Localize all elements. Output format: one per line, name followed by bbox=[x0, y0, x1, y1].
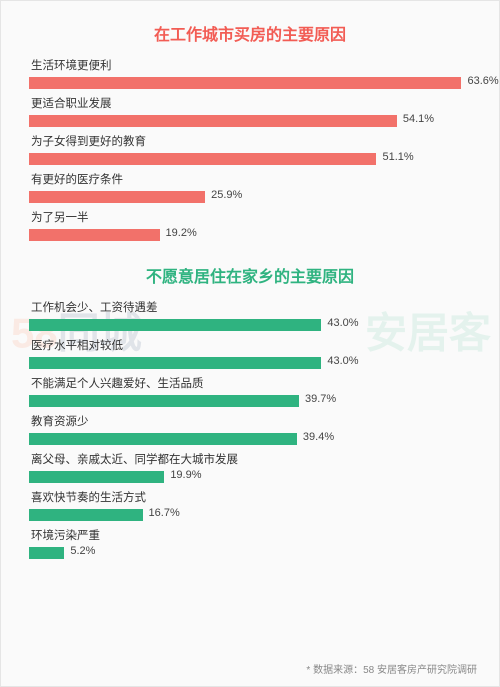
bar-label: 更适合职业发展 bbox=[29, 95, 471, 111]
bar-fill bbox=[29, 229, 160, 241]
bar-track: 39.4% bbox=[29, 433, 471, 445]
bar-value: 43.0% bbox=[327, 317, 358, 329]
bar-fill bbox=[29, 471, 164, 483]
bar-value: 54.1% bbox=[403, 113, 434, 125]
chart1-title: 在工作城市买房的主要原因 bbox=[29, 21, 471, 45]
bar-label: 环境污染严重 bbox=[29, 527, 471, 543]
bar-label: 为子女得到更好的教育 bbox=[29, 133, 471, 149]
bar-fill bbox=[29, 191, 205, 203]
bar-label: 生活环境更便利 bbox=[29, 57, 471, 73]
bar-label: 医疗水平相对较低 bbox=[29, 337, 471, 353]
bar-value: 5.2% bbox=[70, 545, 95, 557]
chart2-rows: 工作机会少、工资待遇差 43.0% 医疗水平相对较低 43.0% 不能满足个人兴趣爱好、… bbox=[29, 299, 471, 559]
bar-label: 教育资源少 bbox=[29, 413, 471, 429]
bar-label: 为了另一半 bbox=[29, 209, 471, 225]
bar-row: 离父母、亲戚太近、同学都在大城市发展 19.9% bbox=[29, 451, 471, 483]
bar-value: 43.0% bbox=[327, 355, 358, 367]
bar-row: 不能满足个人兴趣爱好、生活品质 39.7% bbox=[29, 375, 471, 407]
bar-row: 教育资源少 39.4% bbox=[29, 413, 471, 445]
bar-label: 离父母、亲戚太近、同学都在大城市发展 bbox=[29, 451, 471, 467]
bar-label: 有更好的医疗条件 bbox=[29, 171, 471, 187]
bar-row: 为子女得到更好的教育 51.1% bbox=[29, 133, 471, 165]
bar-fill bbox=[29, 433, 297, 445]
bar-fill bbox=[29, 547, 64, 559]
chart-notlive-reasons: 不愿意居住在家乡的主要原因 工作机会少、工资待遇差 43.0% 医疗水平相对较低 43… bbox=[29, 263, 471, 559]
chart2-title: 不愿意居住在家乡的主要原因 bbox=[29, 263, 471, 287]
bar-track: 63.6% bbox=[29, 77, 471, 89]
bar-value: 19.2% bbox=[166, 227, 197, 239]
bar-value: 63.6% bbox=[467, 75, 498, 87]
bar-row: 喜欢快节奏的生活方式 16.7% bbox=[29, 489, 471, 521]
bar-row: 医疗水平相对较低 43.0% bbox=[29, 337, 471, 369]
bar-value: 39.4% bbox=[303, 431, 334, 443]
bar-track: 51.1% bbox=[29, 153, 471, 165]
bar-fill bbox=[29, 319, 321, 331]
bar-value: 39.7% bbox=[305, 393, 336, 405]
bar-track: 43.0% bbox=[29, 357, 471, 369]
bar-track: 25.9% bbox=[29, 191, 471, 203]
bar-value: 16.7% bbox=[149, 507, 180, 519]
source-note: * 数据来源：58 安居客房产研究院调研 bbox=[306, 661, 477, 676]
bar-row: 生活环境更便利 63.6% bbox=[29, 57, 471, 89]
chart1-rows: 生活环境更便利 63.6% 更适合职业发展 54.1% 为子女得到更好的教育 51.1% 有… bbox=[29, 57, 471, 241]
bar-value: 19.9% bbox=[170, 469, 201, 481]
bar-fill bbox=[29, 357, 321, 369]
bar-track: 43.0% bbox=[29, 319, 471, 331]
bar-label: 不能满足个人兴趣爱好、生活品质 bbox=[29, 375, 471, 391]
bar-value: 25.9% bbox=[211, 189, 242, 201]
bar-row: 更适合职业发展 54.1% bbox=[29, 95, 471, 127]
bar-fill bbox=[29, 115, 397, 127]
bar-value: 51.1% bbox=[382, 151, 413, 163]
bar-track: 16.7% bbox=[29, 509, 471, 521]
bar-fill bbox=[29, 77, 461, 89]
bar-fill bbox=[29, 395, 299, 407]
bar-track: 54.1% bbox=[29, 115, 471, 127]
bar-row: 有更好的医疗条件 25.9% bbox=[29, 171, 471, 203]
bar-fill bbox=[29, 509, 143, 521]
bar-fill bbox=[29, 153, 376, 165]
chart-container: 在工作城市买房的主要原因 生活环境更便利 63.6% 更适合职业发展 54.1% 为子女… bbox=[1, 1, 499, 591]
bar-label: 喜欢快节奏的生活方式 bbox=[29, 489, 471, 505]
bar-track: 19.2% bbox=[29, 229, 471, 241]
bar-row: 工作机会少、工资待遇差 43.0% bbox=[29, 299, 471, 331]
bar-track: 5.2% bbox=[29, 547, 471, 559]
bar-track: 39.7% bbox=[29, 395, 471, 407]
bar-label: 工作机会少、工资待遇差 bbox=[29, 299, 471, 315]
bar-row: 环境污染严重 5.2% bbox=[29, 527, 471, 559]
chart-buy-reasons: 在工作城市买房的主要原因 生活环境更便利 63.6% 更适合职业发展 54.1% 为子女… bbox=[29, 21, 471, 241]
bar-row: 为了另一半 19.2% bbox=[29, 209, 471, 241]
bar-track: 19.9% bbox=[29, 471, 471, 483]
